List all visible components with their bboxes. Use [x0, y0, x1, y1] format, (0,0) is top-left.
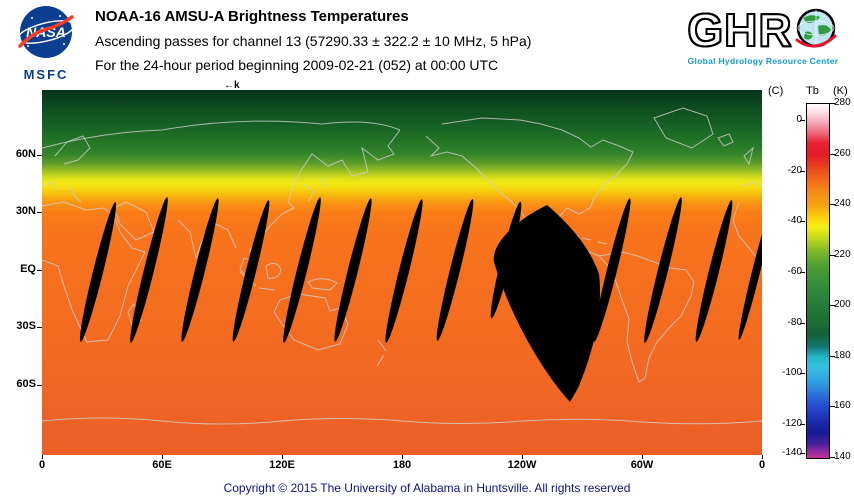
- colorbar-kelvin-tick-label: 240: [834, 198, 851, 210]
- inter-swath-gap: [436, 199, 474, 341]
- x-axis-tick-label: 60E: [152, 459, 172, 471]
- colorbar-title: Tb: [806, 85, 819, 97]
- colorbar-kelvin-unit: (K): [833, 85, 848, 97]
- colorbar-kelvin-tick-label: 140: [834, 451, 851, 462]
- brightness-temperature-map: [42, 90, 762, 455]
- pass-marker: ←k: [224, 80, 240, 91]
- inter-swath-gap: [130, 197, 168, 343]
- colorbar-kelvin-tick-mark: [830, 204, 835, 206]
- y-axis-tick-mark: [37, 155, 42, 156]
- colorbar-kelvin-tick-mark: [830, 305, 835, 307]
- x-axis-tick-mark: [762, 455, 763, 459]
- colorbar-kelvin-tick-label: 260: [834, 147, 851, 159]
- colorbar-kelvin-tick-label: 160: [834, 400, 851, 412]
- x-axis-tick-label: 0: [38, 459, 46, 471]
- y-axis-tick-mark: [37, 212, 42, 213]
- x-axis-tick-label: 180: [392, 459, 412, 471]
- colorbar-celsius-tick-mark: [800, 120, 805, 122]
- colorbar-celsius-tick-label: -20: [787, 164, 802, 176]
- nasa-meatball-icon: NASA: [17, 6, 75, 58]
- y-axis-tick-label: EQ: [20, 263, 36, 275]
- colorbar-celsius-tick-label: -40: [787, 215, 802, 227]
- colorbar-kelvin-tick-mark: [830, 103, 835, 104]
- title-block: NOAA-16 AMSU-A Brightness Temperatures A…: [95, 8, 531, 73]
- colorbar-celsius-tick-mark: [800, 423, 805, 425]
- y-axis-tick-mark: [37, 270, 42, 271]
- x-axis-tick-label: 120W: [507, 459, 537, 471]
- x-axis-tick-mark: [42, 455, 43, 459]
- colorbar-kelvin-tick-mark: [830, 457, 835, 458]
- y-axis-tick-label: 60S: [16, 378, 36, 390]
- nasa-logo: NASA MSFC: [10, 4, 82, 82]
- missing-data-gaps: [79, 197, 762, 402]
- colorbar: [806, 103, 830, 459]
- x-axis-tick-mark: [402, 455, 403, 459]
- colorbar-kelvin-tick-label: 220: [834, 248, 851, 260]
- ghrc-logo: GHR Global Hydrology Resource Center: [678, 4, 848, 66]
- inter-swath-gap: [695, 200, 733, 342]
- page-period: For the 24-hour period beginning 2009-02…: [95, 57, 499, 73]
- colorbar-celsius-unit: (C): [768, 85, 784, 97]
- nasa-wordmark: NASA: [26, 24, 66, 40]
- ghrc-tagline: Global Hydrology Resource Center: [687, 56, 839, 66]
- y-axis-tick-label: 30N: [15, 205, 36, 217]
- inter-swath-gap: [738, 204, 762, 340]
- inter-swath-gap: [644, 197, 682, 343]
- colorbar-celsius-tick-label: -60: [787, 266, 802, 278]
- colorbar-celsius-tick-label: -140: [781, 447, 802, 459]
- inter-swath-gap: [181, 198, 219, 342]
- colorbar-celsius-tick-label: 0: [762, 114, 802, 125]
- colorbar-celsius-tick-mark: [800, 453, 805, 455]
- missing-passes-wedge: [493, 205, 601, 402]
- inter-swath-gap: [283, 197, 321, 343]
- x-axis-tick-mark: [522, 455, 523, 459]
- page-subtitle: Ascending passes for channel 13 (57290.3…: [95, 33, 532, 49]
- inter-swath-gap: [385, 199, 423, 343]
- pass-marker-label: k: [234, 80, 240, 91]
- colorbar-kelvin-tick-mark: [830, 254, 835, 256]
- msfc-label: MSFC: [23, 67, 69, 82]
- y-axis-tick-mark: [37, 327, 42, 328]
- colorbar-kelvin-tick-label: 180: [834, 349, 851, 361]
- colorbar-kelvin-tick-mark: [830, 355, 835, 357]
- colorbar-kelvin-tick-mark: [830, 153, 835, 155]
- colorbar-celsius-tick-mark: [800, 221, 805, 223]
- colorbar-kelvin-tick-mark: [830, 406, 835, 408]
- colorbar-celsius-tick-mark: [800, 272, 805, 274]
- x-axis-tick-label: 0: [758, 459, 766, 471]
- inter-swath-gap: [593, 198, 631, 342]
- colorbar-celsius-tick-label: -80: [787, 316, 802, 328]
- left-arrow-icon: ←: [224, 80, 234, 91]
- colorbar-kelvin-tick-label: 280: [834, 97, 851, 108]
- colorbar-celsius-tick-mark: [800, 322, 805, 324]
- x-axis-tick-label: 120E: [269, 459, 295, 471]
- colorbar-celsius-tick-label: -100: [781, 367, 802, 379]
- x-axis-tick-mark: [642, 455, 643, 459]
- x-axis-tick-label: 60W: [630, 459, 654, 471]
- colorbar-celsius-tick-label: -120: [781, 417, 802, 429]
- page-title: NOAA-16 AMSU-A Brightness Temperatures: [95, 8, 409, 25]
- inter-swath-gap: [334, 198, 372, 342]
- copyright-line: Copyright © 2015 The University of Alaba…: [223, 481, 631, 495]
- y-axis-tick-label: 30S: [16, 320, 36, 332]
- inter-swath-gap: [79, 202, 117, 342]
- colorbar-celsius-tick-mark: [800, 373, 805, 375]
- x-axis-tick-mark: [282, 455, 283, 459]
- x-axis-tick-mark: [162, 455, 163, 459]
- ghrc-letters: GHR: [686, 4, 793, 56]
- inter-swath-gap: [232, 200, 270, 342]
- y-axis-tick-mark: [37, 385, 42, 386]
- y-axis-tick-label: 60N: [15, 148, 36, 160]
- colorbar-kelvin-tick-label: 200: [834, 299, 851, 311]
- ghrc-globe-icon: [795, 8, 837, 48]
- map-overlay-svg: [42, 107, 762, 425]
- colorbar-celsius-tick-mark: [800, 170, 805, 172]
